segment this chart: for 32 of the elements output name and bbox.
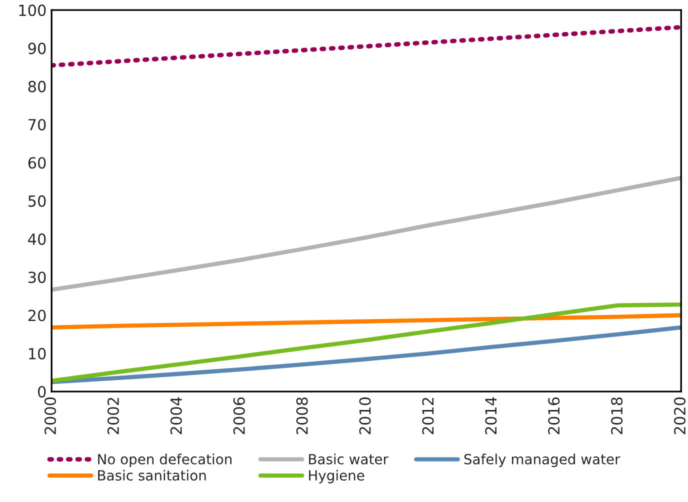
legend-label: Basic sanitation [98,470,206,481]
line-series [52,24,682,68]
x-tick-label: 2018 [611,397,623,434]
line-series [52,302,682,383]
y-tick-label: 20 [28,310,46,322]
y-tick-label: 10 [28,348,46,360]
line-series [52,325,682,384]
y-tick-label: 80 [28,80,46,92]
line-series [52,313,682,330]
y-tick-label: 90 [28,42,46,54]
y-tick-label: 30 [28,272,46,284]
legend-label: Hygiene [309,470,364,484]
x-tick-label: 2014 [485,397,497,434]
line-series [52,176,682,292]
x-tick-label: 2020 [674,397,686,434]
legend-label: Basic water [309,454,388,464]
y-tick-label: 50 [28,195,46,207]
y-tick-label: 60 [28,157,46,169]
y-tick-label: 0 [38,386,46,398]
legend-label: Safely managed water [464,454,620,468]
legend-label: No open defecation [98,454,232,468]
y-tick-label: 40 [28,233,46,245]
x-tick-label: 2006 [233,397,245,434]
x-tick-label: 2004 [170,397,182,434]
x-tick-label: 2016 [548,397,560,434]
x-tick-label: 2000 [44,397,56,434]
x-tick-label: 2002 [107,398,119,434]
x-tick-label: 2008 [296,397,308,434]
y-tick-label: 70 [28,118,46,131]
x-tick-label: 2010 [359,397,371,434]
y-tick-label: 100 [19,4,46,16]
x-tick-label: 2012 [422,398,434,434]
